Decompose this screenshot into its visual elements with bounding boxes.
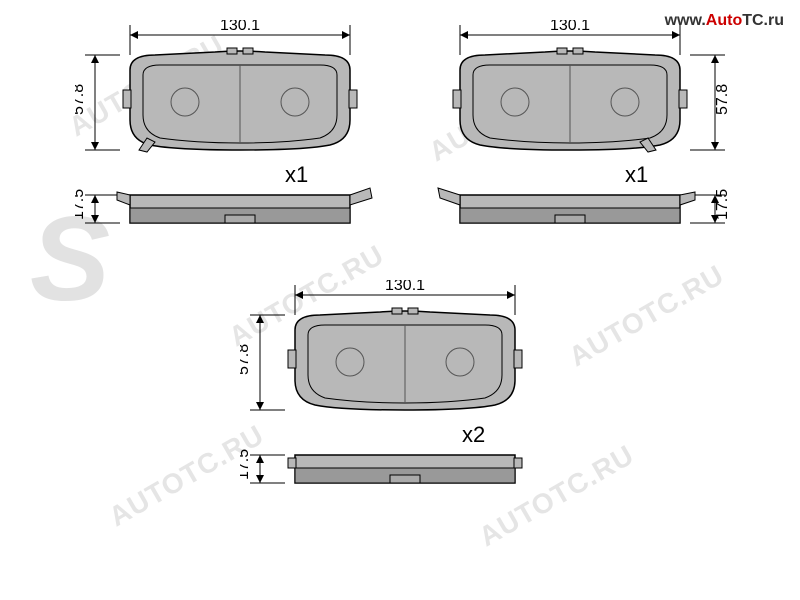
dim-height: 57.8 xyxy=(714,84,731,115)
brake-pad-drawing: 130.1 57.8 x2 17.5 xyxy=(240,280,570,505)
dim-width: 130.1 xyxy=(550,20,590,34)
dim-thickness: 17.5 xyxy=(240,449,252,480)
brake-pad-group-top-left: 130.1 57.8 x1 17.5 xyxy=(75,20,385,245)
dim-height: 57.8 xyxy=(75,84,87,115)
qty-label: x1 xyxy=(285,162,308,187)
dim-width: 130.1 xyxy=(385,280,425,294)
brake-pad-drawing: 130.1 57.8 x1 17.5 xyxy=(75,20,385,245)
dim-height: 57.8 xyxy=(240,344,252,375)
qty-label: x2 xyxy=(462,422,485,447)
qty-label: x1 xyxy=(625,162,648,187)
dim-thickness: 17.5 xyxy=(714,189,731,220)
brake-pad-drawing: 130.1 57.8 x1 17.5 xyxy=(420,20,750,245)
brake-pad-group-top-right: 130.1 57.8 x1 17.5 xyxy=(420,20,750,245)
brake-pad-group-bottom: 130.1 57.8 x2 17.5 xyxy=(240,280,570,505)
dim-thickness: 17.5 xyxy=(75,189,87,220)
watermark: AUTOTC.RU xyxy=(564,259,730,373)
url-suffix: .ru xyxy=(764,12,784,29)
dim-width: 130.1 xyxy=(220,20,260,34)
